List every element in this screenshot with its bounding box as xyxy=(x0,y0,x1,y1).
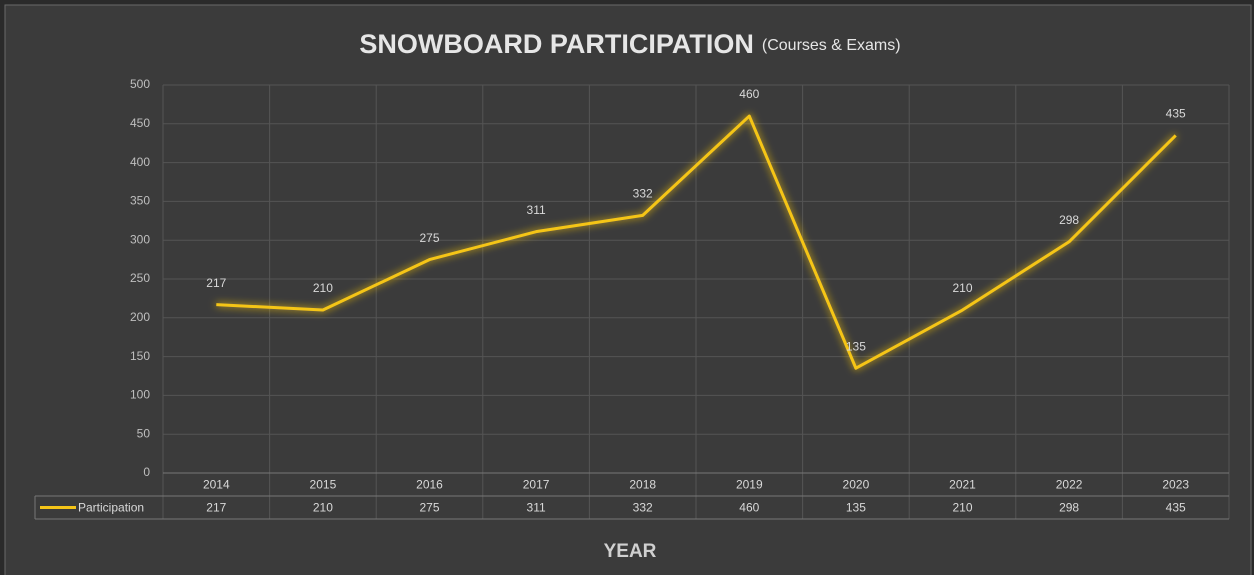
table-value: 298 xyxy=(1059,501,1079,515)
chart-subtitle: (Courses & Exams) xyxy=(762,37,901,54)
x-tick-label: 2020 xyxy=(843,478,870,492)
table-value: 435 xyxy=(1166,501,1186,515)
y-tick-label: 200 xyxy=(130,310,150,324)
y-tick-label: 300 xyxy=(130,232,150,246)
data-label: 460 xyxy=(739,87,759,101)
y-tick-label: 0 xyxy=(143,465,150,479)
y-tick-label: 250 xyxy=(130,271,150,285)
chart-title: SNOWBOARD PARTICIPATION xyxy=(359,29,753,59)
data-label: 217 xyxy=(206,276,226,290)
y-tick-label: 50 xyxy=(137,426,151,440)
x-tick-label: 2021 xyxy=(949,478,976,492)
x-tick-label: 2014 xyxy=(203,478,230,492)
data-label: 435 xyxy=(1166,107,1186,121)
legend-label: Participation xyxy=(78,501,144,515)
x-axis-title: YEAR xyxy=(604,541,657,562)
y-tick-label: 500 xyxy=(130,77,150,91)
y-tick-label: 350 xyxy=(130,194,150,208)
x-tick-label: 2019 xyxy=(736,478,763,492)
table-value: 332 xyxy=(633,501,653,515)
data-line xyxy=(216,114,1177,370)
data-label: 210 xyxy=(313,281,333,295)
x-tick-label: 2018 xyxy=(629,478,656,492)
table-value: 275 xyxy=(419,501,439,515)
x-tick-label: 2015 xyxy=(310,478,337,492)
data-label: 135 xyxy=(846,339,866,353)
table-value: 210 xyxy=(313,501,333,515)
x-tick-label: 2016 xyxy=(416,478,443,492)
chart-background xyxy=(4,4,1252,575)
data-label: 275 xyxy=(419,231,439,245)
chart-title-group: SNOWBOARD PARTICIPATION (Courses & Exams) xyxy=(359,29,900,59)
data-label: 332 xyxy=(633,187,653,201)
table-value: 460 xyxy=(739,501,759,515)
table-value: 311 xyxy=(527,501,546,515)
y-tick-label: 450 xyxy=(130,116,150,130)
data-label: 298 xyxy=(1059,213,1079,227)
y-tick-label: 400 xyxy=(130,155,150,169)
data-label: 210 xyxy=(952,281,972,295)
x-tick-label: 2022 xyxy=(1056,478,1083,492)
x-tick-label: 2023 xyxy=(1162,478,1189,492)
table-value: 210 xyxy=(952,501,972,515)
y-tick-label: 150 xyxy=(130,349,150,363)
x-tick-label: 2017 xyxy=(523,478,550,492)
table-value: 135 xyxy=(846,501,866,515)
data-label: 311 xyxy=(527,203,546,217)
y-tick-label: 100 xyxy=(130,388,150,402)
table-value: 217 xyxy=(206,501,226,515)
